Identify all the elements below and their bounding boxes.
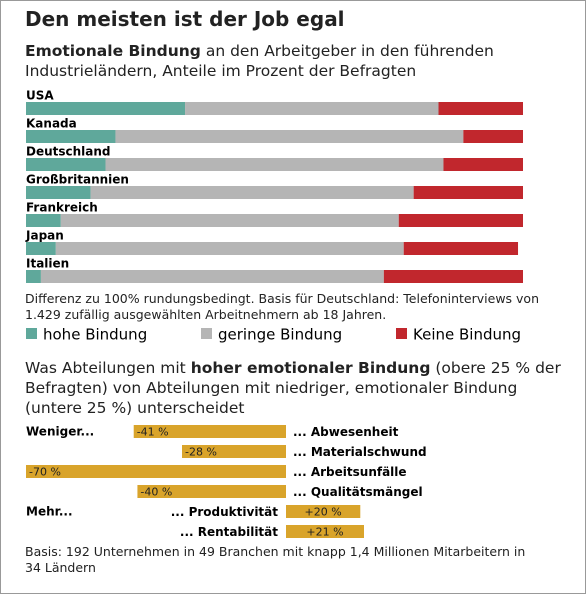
category-label: ... Materialschwund <box>293 445 427 459</box>
bar <box>133 425 286 438</box>
title: Den meisten ist der Job egal <box>25 7 345 31</box>
bar-segment <box>403 242 519 255</box>
category-label: Frankreich <box>26 201 98 215</box>
value-label: -28 % <box>185 446 217 459</box>
value-label: +20 % <box>305 506 342 519</box>
group-label: Mehr... <box>26 505 73 519</box>
title-bold: hoher emotionaler Bindung <box>190 359 431 377</box>
bar-segment <box>26 214 61 227</box>
bar-segment <box>105 158 444 171</box>
bar-segment <box>383 270 523 283</box>
category-label: ... Abwesenheit <box>293 425 399 439</box>
bar-segment <box>26 270 41 283</box>
bar <box>286 525 364 538</box>
value-label: -41 % <box>137 426 169 439</box>
bar-segment <box>90 186 414 199</box>
chart-title: Was Abteilungen mit hoher emotionaler Bi… <box>25 358 565 418</box>
bar-segment <box>60 214 399 227</box>
bar-segment <box>55 242 404 255</box>
legend-label: Keine Bindung <box>413 326 521 344</box>
category-label: Großbritannien <box>26 173 129 187</box>
note: Basis: 192 Unternehmen in 49 Branchen mi… <box>25 544 526 575</box>
category-label: ... Rentabilität <box>180 525 278 539</box>
value-label: -40 % <box>140 486 172 499</box>
bar <box>137 485 286 498</box>
legend-swatch <box>201 328 212 339</box>
note: Differenz zu 100% rundungsbedingt. Basis… <box>25 291 539 322</box>
subtitle-bold: Emotionale Bindung <box>25 42 201 60</box>
title-post: (obere 25 % der Befragten) von Abteilung… <box>25 359 561 418</box>
category-label: ... Produktivität <box>171 505 279 519</box>
bar <box>182 445 286 458</box>
bar-segment <box>26 242 56 255</box>
legend-label: hohe Bindung <box>43 326 147 344</box>
legend-swatch <box>26 328 37 339</box>
bar-segment <box>398 214 523 227</box>
bar-segment <box>26 130 116 143</box>
bar-segment <box>463 130 523 143</box>
bar <box>26 465 286 478</box>
category-label: ... Qualitätsmängel <box>293 485 423 499</box>
bar-segment <box>185 102 439 115</box>
bar-segment <box>438 102 523 115</box>
category-label: Kanada <box>26 117 77 131</box>
bar-segment <box>115 130 464 143</box>
category-label: ... Arbeitsunfälle <box>293 465 407 479</box>
bar-segment <box>26 102 186 115</box>
diverging-chart: -41 % ... Abwesenheit -28 % ... Materialsch… <box>26 425 427 539</box>
category-label: Italien <box>26 257 69 271</box>
bar-segment <box>26 186 91 199</box>
value-label: +21 % <box>306 526 343 539</box>
bar-segment <box>26 158 106 171</box>
bar-segment <box>40 270 384 283</box>
subtitle: Emotionale Bindung an den Arbeitgeber in… <box>25 41 505 82</box>
bar-segment <box>413 186 523 199</box>
stacked-bars <box>26 102 523 283</box>
bar <box>286 505 361 518</box>
legend-label: geringe Bindung <box>218 326 342 344</box>
subtitle-rest: an den Arbeitgeber in den führenden Indu… <box>25 42 494 81</box>
title-pre: Was Abteilungen mit <box>25 359 191 377</box>
value-label: -70 % <box>29 466 61 479</box>
legend-swatch <box>396 328 407 339</box>
category-label: Japan <box>25 229 64 243</box>
bar-segment <box>443 158 523 171</box>
group-label: Weniger... <box>26 425 94 439</box>
category-label: USA <box>26 89 54 103</box>
category-label: Deutschland <box>26 145 111 159</box>
